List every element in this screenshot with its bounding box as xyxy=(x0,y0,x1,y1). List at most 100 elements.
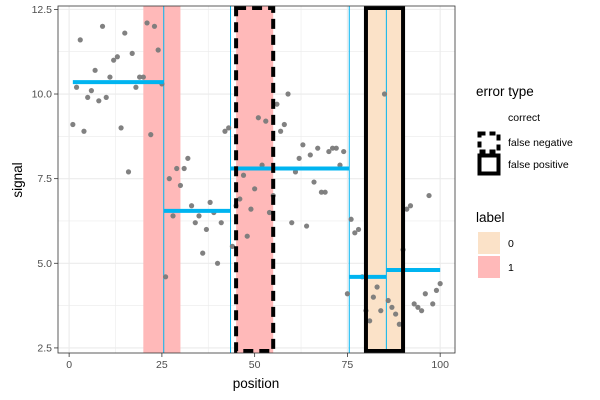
data-point xyxy=(118,125,124,131)
false-negative-region xyxy=(234,6,276,353)
data-point xyxy=(289,220,295,226)
data-point xyxy=(437,281,443,287)
data-point xyxy=(70,121,76,128)
legend-label-title: label xyxy=(476,210,505,225)
data-point xyxy=(174,165,180,172)
data-point xyxy=(203,226,210,233)
data-point xyxy=(255,115,261,121)
x-tick-label: 75 xyxy=(342,359,354,371)
data-point xyxy=(166,176,172,182)
legend-key-false-positive xyxy=(477,153,501,176)
data-point xyxy=(218,220,224,226)
data-point xyxy=(341,148,347,155)
data-point xyxy=(278,128,284,134)
data-point xyxy=(162,274,169,280)
data-point xyxy=(140,74,146,80)
data-point xyxy=(296,155,302,161)
data-point xyxy=(185,155,191,161)
data-point xyxy=(237,196,243,202)
axes: 0 25 50 75 100 2.5 5.0 7.5 10.0 12.5 xyxy=(32,4,450,371)
y-tick-label: 12.5 xyxy=(32,4,53,16)
data-point xyxy=(337,162,343,168)
data-point xyxy=(281,121,287,128)
legend-entry-false-negative: false negative xyxy=(508,137,573,149)
x-tick-label: 0 xyxy=(66,359,72,371)
data-point xyxy=(367,318,373,324)
data-point xyxy=(177,182,184,189)
data-point xyxy=(315,145,321,151)
data-point xyxy=(114,54,120,60)
legend-key-label-1 xyxy=(478,256,500,278)
y-tick-label: 7.5 xyxy=(37,173,52,185)
data-point xyxy=(426,192,432,199)
data-point xyxy=(344,291,351,297)
data-point xyxy=(196,213,202,219)
data-point xyxy=(404,206,410,212)
data-point xyxy=(333,145,339,151)
data-point xyxy=(266,209,273,216)
data-point xyxy=(170,213,176,219)
legend-entry-label-1: 1 xyxy=(508,262,514,274)
segments xyxy=(72,80,441,279)
data-point xyxy=(274,101,280,107)
data-point xyxy=(148,132,154,138)
data-point xyxy=(355,226,362,233)
data-point xyxy=(129,50,135,56)
legend-entry-label-0: 0 xyxy=(508,238,514,250)
data-point xyxy=(248,206,254,212)
legend-entry-correct: correct xyxy=(508,112,540,124)
data-point xyxy=(88,88,94,94)
label-region-1 xyxy=(236,6,274,353)
data-point xyxy=(419,308,425,314)
data-point xyxy=(307,152,313,158)
legend-label: label 0 1 xyxy=(476,210,514,278)
data-point xyxy=(292,169,299,175)
data-point xyxy=(200,250,206,256)
data-point xyxy=(107,74,113,80)
data-point xyxy=(393,311,399,317)
data-point xyxy=(318,189,325,195)
data-point xyxy=(222,128,228,134)
y-tick-label: 10.0 xyxy=(32,89,53,101)
data-point xyxy=(192,220,198,226)
data-point xyxy=(374,284,380,290)
data-point xyxy=(411,301,417,307)
data-point xyxy=(144,20,150,26)
data-point xyxy=(378,308,384,314)
data-point xyxy=(85,94,91,101)
data-point xyxy=(389,304,395,310)
data-point xyxy=(300,142,306,148)
data-point xyxy=(181,165,187,172)
data-point xyxy=(396,321,402,327)
data-point xyxy=(329,145,336,151)
data-point xyxy=(151,23,158,29)
data-point xyxy=(207,199,213,205)
panel-border xyxy=(57,5,456,354)
data-point xyxy=(244,233,250,239)
data-point xyxy=(77,37,83,43)
data-point xyxy=(311,179,317,185)
data-point xyxy=(226,125,232,131)
data-point xyxy=(96,98,102,104)
label-regions xyxy=(143,6,404,353)
data-point xyxy=(259,162,265,168)
data-point xyxy=(122,30,128,36)
data-point xyxy=(188,203,195,209)
data-point xyxy=(285,91,291,97)
x-axis-title: position xyxy=(233,376,280,391)
data-point xyxy=(240,172,247,178)
data-point xyxy=(81,128,87,134)
y-axis-title: signal xyxy=(10,162,25,197)
data-point xyxy=(433,287,440,293)
data-point xyxy=(430,301,436,307)
x-tick-label: 100 xyxy=(431,359,449,371)
x-tick-label: 50 xyxy=(249,359,261,371)
data-point xyxy=(133,84,139,90)
y-tick-label: 2.5 xyxy=(37,342,52,354)
data-point xyxy=(155,47,161,53)
data-point xyxy=(263,118,269,124)
data-point xyxy=(322,189,328,195)
x-tick-label: 25 xyxy=(156,359,168,371)
data-point xyxy=(111,57,117,63)
